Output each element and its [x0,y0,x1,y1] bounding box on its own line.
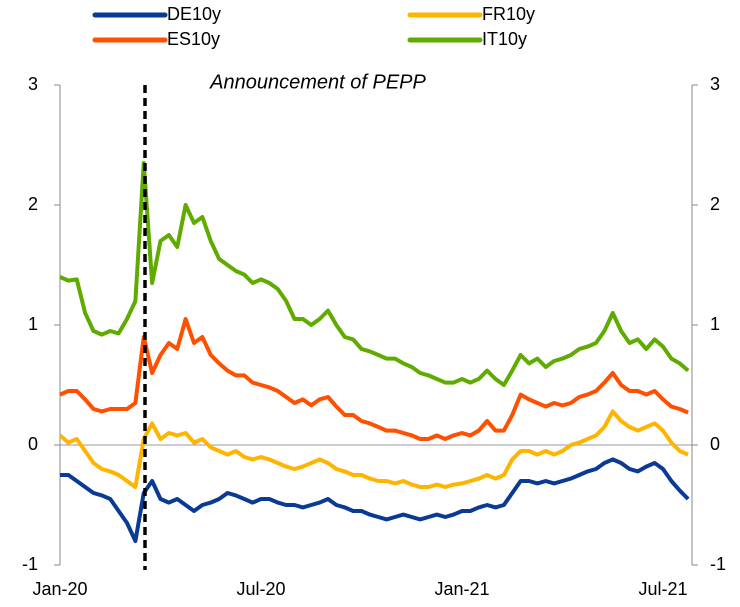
series-line [59,161,690,387]
y-tick-label: 0 [28,434,38,454]
y-tick-label: -1 [22,554,38,574]
y2-tick-label: -1 [710,554,726,574]
annotation: Announcement of PEPP [209,71,426,93]
y2-tick-label: 0 [710,434,720,454]
series-line [60,457,690,543]
x-tick-label: Jan-20 [32,579,87,599]
y2-tick-label: 3 [710,74,720,94]
y-tick-label: 1 [28,314,38,334]
y2-tick-label: 1 [710,314,720,334]
x-tick-label: Jul-21 [638,579,687,599]
x-tick-label: Jul-20 [236,579,285,599]
x-tick-label: Jan-21 [434,579,489,599]
legend-label: DE10y [167,4,221,24]
legend-label: FR10y [482,4,535,24]
y-tick-label: 3 [28,74,38,94]
legend-label: IT10y [482,29,527,49]
y-tick-label: 2 [28,194,38,214]
y2-tick-label: 2 [710,194,720,214]
series-line [58,409,689,489]
legend-label: ES10y [167,29,220,49]
series-line [59,317,689,441]
